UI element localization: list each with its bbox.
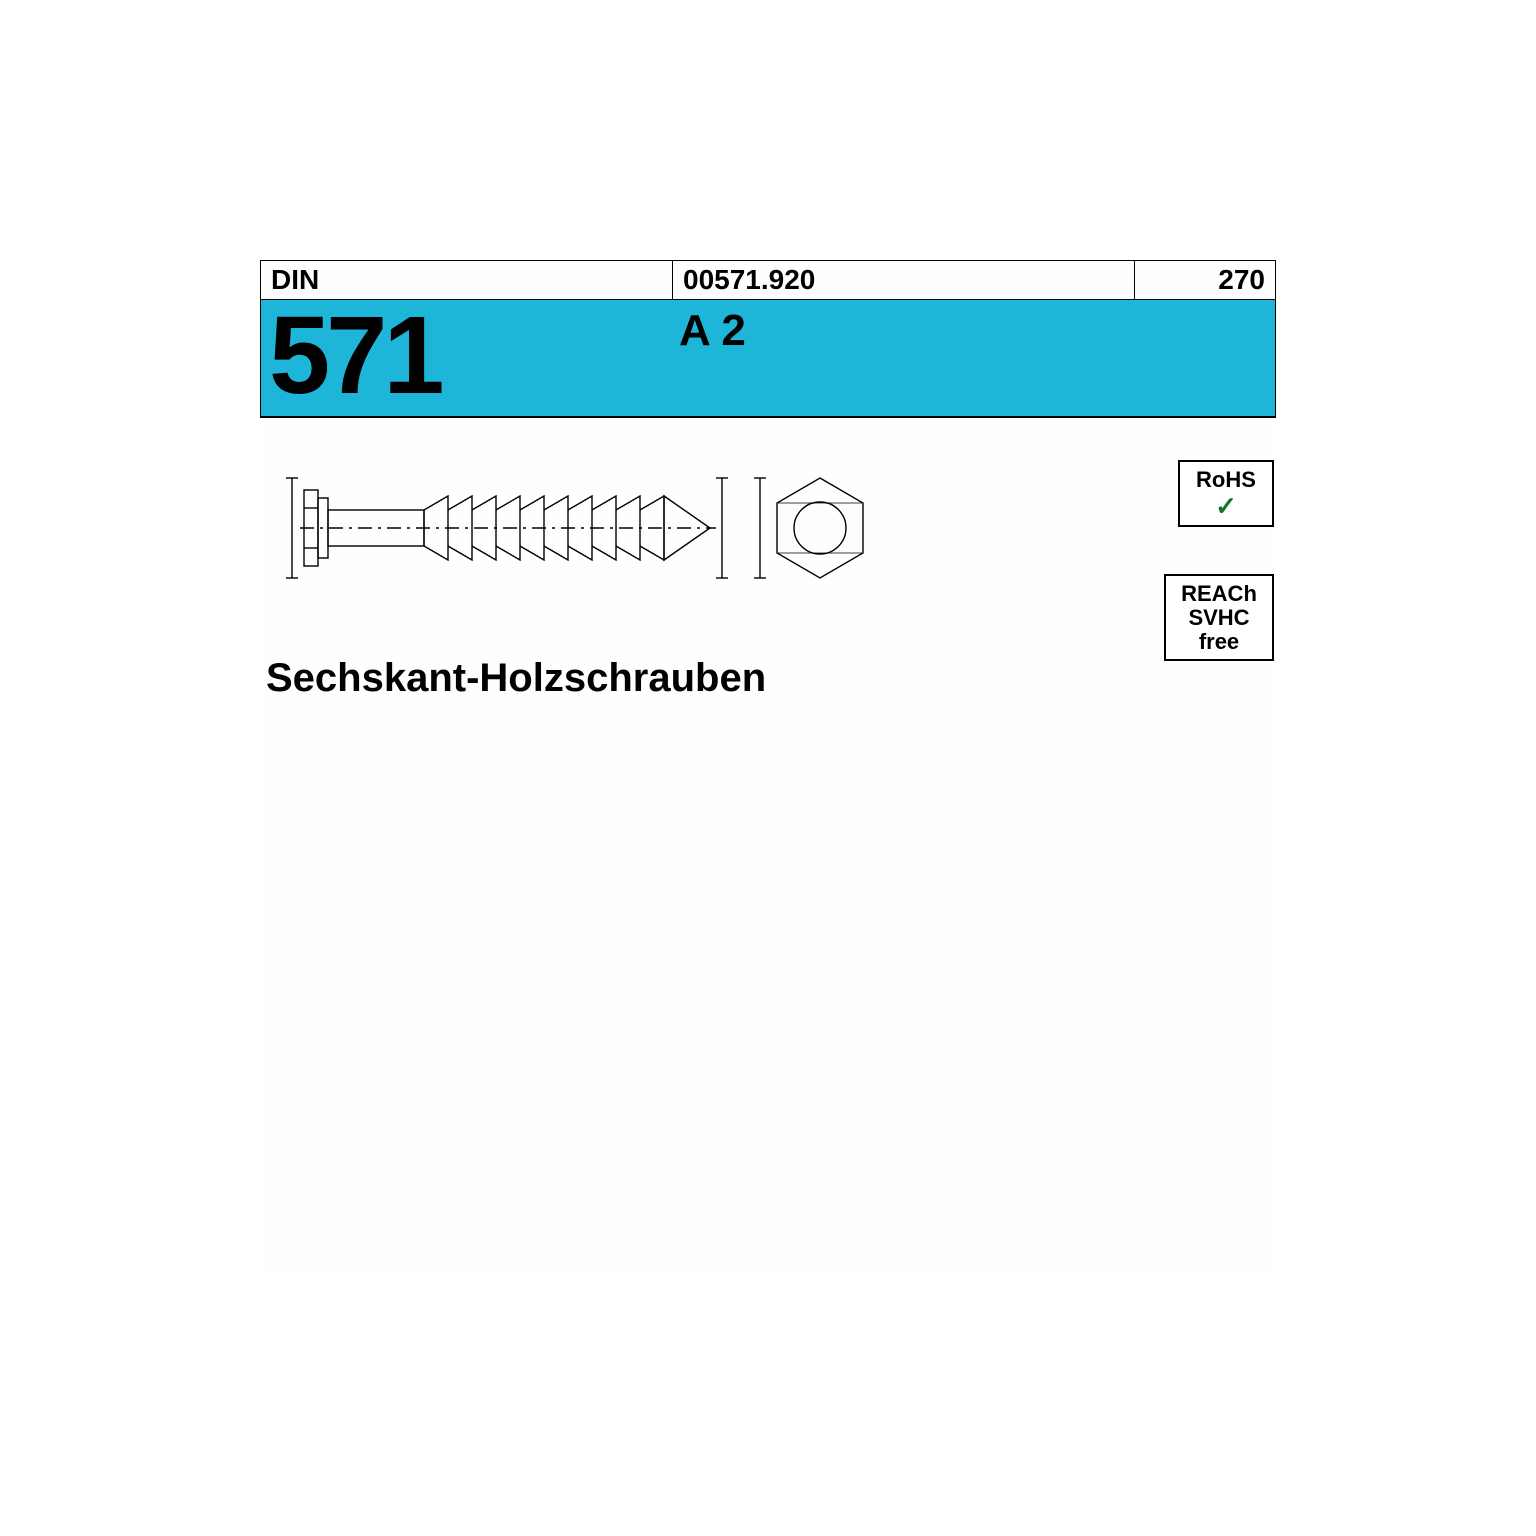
reach-line1: REACh	[1172, 582, 1266, 606]
header-code: 00571.920	[673, 261, 1135, 299]
product-name: Sechskant-Holzschrauben	[266, 656, 766, 701]
title-band: 571 A 2	[260, 300, 1276, 418]
product-label-card: DIN 00571.920 270 571 A 2	[260, 260, 1276, 1276]
standard-number: 571	[269, 292, 441, 419]
screw-side-view-icon	[286, 478, 728, 578]
rohs-badge: RoHS ✓	[1178, 460, 1274, 527]
header-page: 270	[1135, 261, 1275, 299]
rohs-label: RoHS	[1186, 468, 1266, 492]
reach-badge: REACh SVHC free	[1164, 574, 1274, 661]
reach-line3: free	[1172, 630, 1266, 654]
reach-line2: SVHC	[1172, 606, 1266, 630]
technical-drawing	[280, 460, 920, 600]
material-grade: A 2	[679, 306, 746, 356]
hex-head-front-icon	[754, 478, 863, 578]
screw-diagram-svg	[280, 460, 920, 600]
check-icon: ✓	[1186, 492, 1266, 521]
